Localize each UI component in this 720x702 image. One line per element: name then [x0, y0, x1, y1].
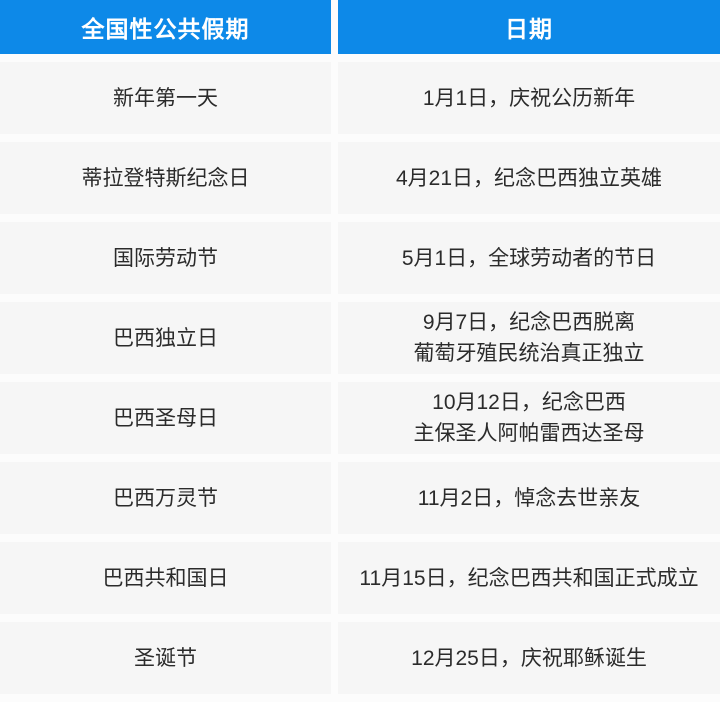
holiday-cell: 巴西圣母日 — [0, 382, 331, 454]
holiday-cell: 巴西独立日 — [0, 302, 331, 374]
column-header-date: 日期 — [338, 0, 720, 54]
date-cell: 4月21日，纪念巴西独立英雄 — [338, 142, 720, 214]
holiday-cell: 巴西万灵节 — [0, 462, 331, 534]
date-cell: 12月25日，庆祝耶稣诞生 — [338, 622, 720, 694]
date-cell: 11月2日，悼念去世亲友 — [338, 462, 720, 534]
holiday-cell: 国际劳动节 — [0, 222, 331, 294]
holiday-cell: 巴西共和国日 — [0, 542, 331, 614]
date-cell: 5月1日，全球劳动者的节日 — [338, 222, 720, 294]
column-header-holiday: 全国性公共假期 — [0, 0, 331, 54]
holiday-cell: 圣诞节 — [0, 622, 331, 694]
holiday-cell: 蒂拉登特斯纪念日 — [0, 142, 331, 214]
date-cell: 9月7日，纪念巴西脱离 葡萄牙殖民统治真正独立 — [338, 302, 720, 374]
date-cell: 11月15日，纪念巴西共和国正式成立 — [338, 542, 720, 614]
holiday-cell: 新年第一天 — [0, 62, 331, 134]
date-cell: 10月12日，纪念巴西 主保圣人阿帕雷西达圣母 — [338, 382, 720, 454]
date-cell: 1月1日，庆祝公历新年 — [338, 62, 720, 134]
